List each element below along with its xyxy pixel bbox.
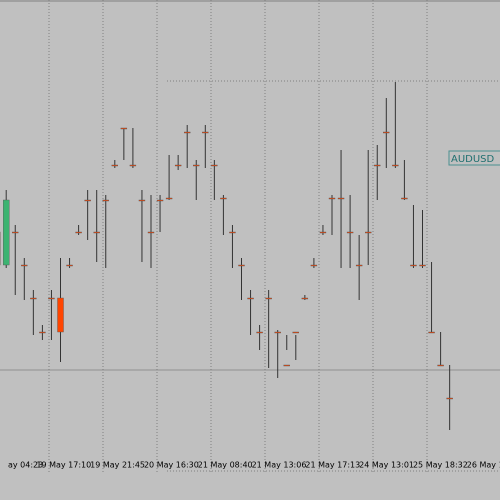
candle-body xyxy=(346,231,354,234)
candle-body xyxy=(3,199,10,266)
candle-body xyxy=(147,231,155,234)
candle-body xyxy=(39,331,46,334)
x-tick-label: 24 May 13:01 xyxy=(359,461,414,470)
x-tick-label: ay 04:23 xyxy=(8,461,43,470)
candle-body xyxy=(256,331,263,334)
candle-body xyxy=(202,131,209,134)
candle-body xyxy=(93,231,100,234)
candle-body xyxy=(292,331,299,334)
candle-body xyxy=(102,199,109,202)
candle-body xyxy=(174,164,182,167)
candle-body xyxy=(66,264,73,267)
candle-body xyxy=(193,164,200,167)
candle-body xyxy=(12,231,19,234)
candle-body xyxy=(319,231,327,234)
candle-body xyxy=(156,199,164,202)
candle-body xyxy=(220,197,227,200)
candle-body xyxy=(30,297,37,300)
candle-body xyxy=(283,364,290,367)
candle-body xyxy=(21,264,28,267)
candle-body xyxy=(265,297,272,300)
candle-body xyxy=(310,264,318,267)
x-tick-label: 21 May 17:13 xyxy=(305,461,360,470)
candle-body xyxy=(238,264,245,267)
candle-body xyxy=(355,264,363,267)
candle-body xyxy=(401,197,408,200)
candle-body xyxy=(247,297,254,300)
candle-body xyxy=(138,199,146,202)
candle-body xyxy=(419,264,426,267)
candle-body xyxy=(383,131,390,134)
x-tick-label: 20 May 16:30 xyxy=(144,461,199,470)
candle-body xyxy=(165,197,173,200)
candle-body xyxy=(229,231,236,234)
candle-body xyxy=(120,127,128,130)
candle-body xyxy=(274,331,281,334)
candle-body xyxy=(111,164,119,167)
x-tick-label: 19 May 17:10 xyxy=(36,461,91,470)
candle-body xyxy=(328,197,336,200)
candle-body xyxy=(337,197,345,200)
candle-body xyxy=(392,164,399,167)
candle-body xyxy=(446,397,453,400)
x-tick-label: 25 May 18:32 xyxy=(413,461,468,470)
symbol-label: AUDUSD xyxy=(451,154,495,165)
x-tick-label: 26 May 15:57 xyxy=(467,461,500,470)
candle-body xyxy=(437,364,444,367)
candle-body xyxy=(84,199,91,202)
x-tick-label: 19 May 21:45 xyxy=(90,461,145,470)
candle-body xyxy=(48,297,55,300)
candle-body xyxy=(374,164,381,167)
candle-body xyxy=(211,164,218,167)
candle-body xyxy=(301,297,309,300)
candle-body xyxy=(410,264,417,267)
candle-body xyxy=(129,164,137,167)
candle-body xyxy=(428,331,435,334)
candle-body xyxy=(57,297,64,333)
x-tick-label: 21 May 08:40 xyxy=(198,461,253,470)
candle-body xyxy=(183,131,191,134)
x-tick-label: 21 May 13:06 xyxy=(252,461,307,470)
symbol-box xyxy=(448,150,500,166)
candle-body xyxy=(75,231,82,234)
candle-body xyxy=(365,231,372,234)
